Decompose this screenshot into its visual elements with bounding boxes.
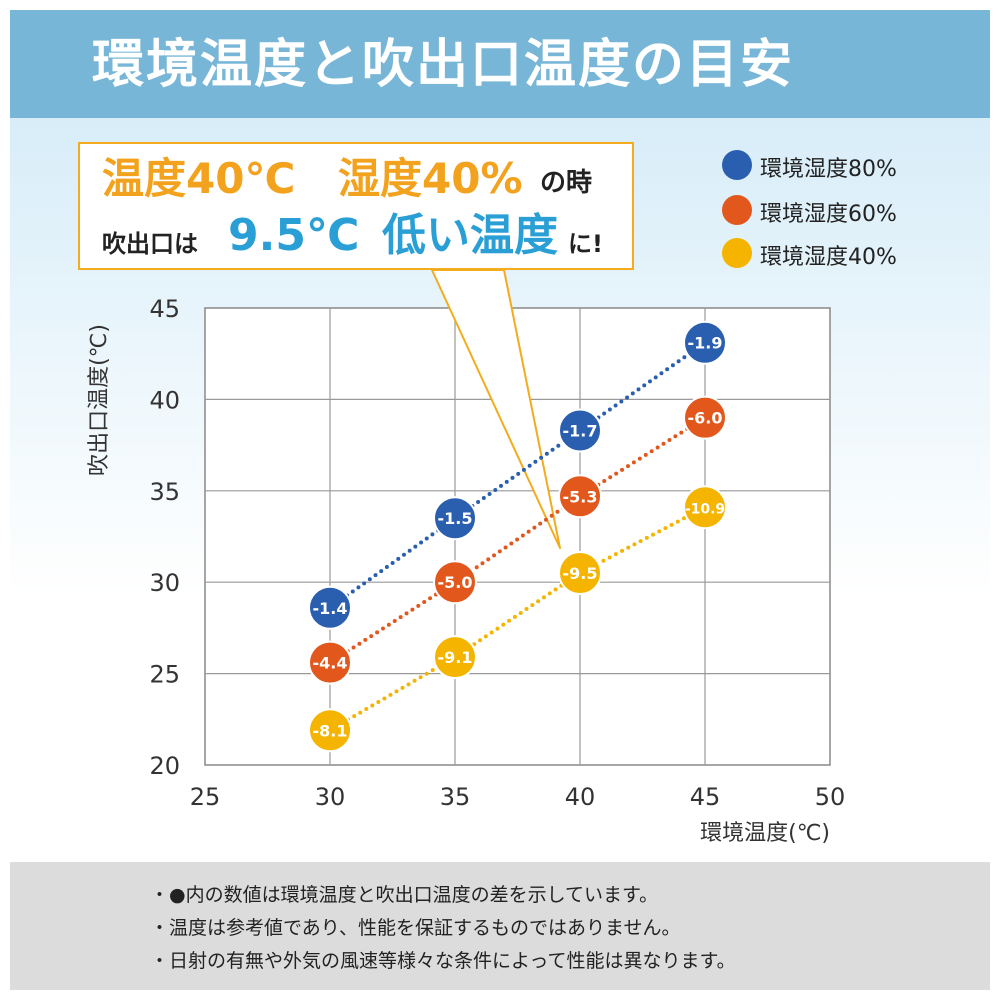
x-tick-label: 45 — [690, 783, 721, 811]
data-point — [308, 708, 352, 753]
y-axis-label: 吹出口温度(℃) — [87, 324, 112, 476]
data-label: -4.4 — [313, 654, 348, 673]
y-tick-label: 45 — [149, 295, 180, 323]
y-tick-label: 20 — [149, 752, 180, 780]
callout-humidity: 湿度40% — [338, 154, 523, 203]
legend-item-80: 環境湿度80% — [722, 148, 962, 182]
legend-dot-icon — [722, 195, 752, 225]
legend-item-60: 環境湿度60% — [722, 193, 962, 227]
data-point — [683, 485, 727, 530]
callout-pointer — [431, 269, 561, 549]
data-label: -1.4 — [313, 599, 348, 618]
callout-suffix: に! — [568, 230, 603, 258]
data-label: -1.7 — [563, 421, 598, 440]
notes-panel: ・●内の数値は環境温度と吹出口温度の差を示しています。 ・温度は参考値であり、性… — [10, 862, 990, 990]
data-label: -6.0 — [688, 409, 723, 428]
data-point — [308, 640, 352, 685]
tick-labels: 25 30 35 40 45 50 20 25 30 35 40 45 — [149, 295, 845, 811]
data-point — [558, 408, 602, 453]
note-item: ・●内の数値は環境温度と吹出口温度の差を示しています。 — [150, 884, 659, 906]
callout-lower-temperature: 低い温度 — [382, 210, 558, 261]
legend-label: 環境湿度80% — [760, 157, 897, 182]
x-tick-label: 40 — [565, 783, 596, 811]
y-tick-label: 35 — [149, 478, 180, 506]
series-points: -1.4 -1.5 -1.7 -1.9 -4.4 -5.0 -5.3 -6.0 -8.1 -9.1… — [308, 320, 727, 753]
data-point — [433, 560, 477, 605]
legend-label: 環境湿度60% — [760, 202, 897, 227]
legend-dot-icon — [722, 150, 752, 180]
data-label: -5.0 — [438, 573, 473, 592]
legend-label: 環境湿度40% — [760, 245, 897, 270]
x-tick-label: 30 — [315, 783, 346, 811]
callout-temperature: 温度40℃ — [102, 154, 296, 203]
series-lines — [328, 340, 707, 733]
data-point — [308, 585, 352, 630]
data-point — [558, 474, 602, 519]
data-label: -1.5 — [438, 509, 473, 528]
callout-box: 温度40℃ 湿度40% の時 吹出口は 9.5℃ 低い温度 に! — [78, 142, 634, 270]
data-point — [683, 320, 727, 365]
data-label: -10.9 — [685, 501, 725, 517]
x-tick-label: 25 — [190, 783, 221, 811]
data-point — [433, 635, 477, 680]
data-label: -9.5 — [563, 564, 598, 583]
data-label: -8.1 — [313, 721, 348, 740]
data-label: -1.9 — [688, 334, 723, 353]
data-label: -9.1 — [438, 648, 473, 667]
legend-dot-icon — [722, 238, 752, 268]
title-bar — [10, 10, 990, 118]
callout-outlet-prefix: 吹出口は — [102, 230, 198, 258]
callout-when: の時 — [540, 168, 593, 198]
data-point — [683, 395, 727, 440]
series-line — [328, 415, 707, 665]
data-point — [433, 496, 477, 541]
x-tick-label: 50 — [815, 783, 846, 811]
series-line — [328, 340, 707, 610]
note-item: ・温度は参考値であり、性能を保証するものではありません。 — [150, 917, 681, 939]
page-title: 環境温度と吹出口温度の目安 — [92, 35, 795, 95]
y-tick-label: 40 — [149, 386, 180, 414]
note-item: ・日射の有無や外気の風速等様々な条件によって性能は異なります。 — [150, 950, 736, 972]
x-tick-label: 35 — [440, 783, 471, 811]
data-point — [558, 551, 602, 596]
legend-item-40: 環境湿度40% — [722, 236, 962, 270]
callout-value: 9.5℃ — [228, 210, 360, 261]
y-tick-label: 30 — [149, 569, 180, 597]
data-label: -5.3 — [563, 487, 598, 506]
x-axis-label: 環境温度(℃) — [700, 821, 830, 846]
y-tick-label: 25 — [149, 661, 180, 689]
